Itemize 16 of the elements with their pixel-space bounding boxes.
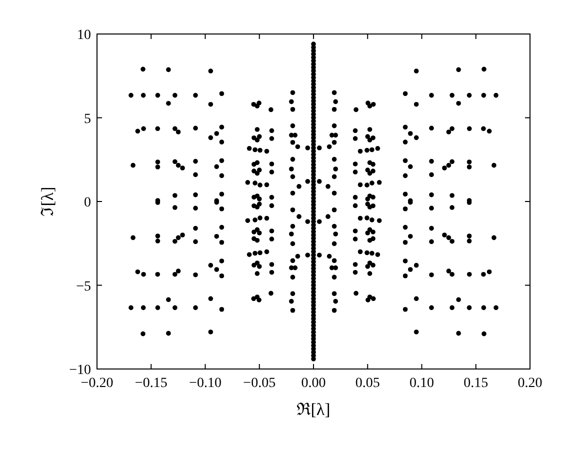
y-tick-label: 5 — [84, 112, 91, 127]
y-tick-label: 0 — [84, 196, 91, 210]
y-tick-label: −10 — [69, 363, 91, 378]
x-tick-label: 0.15 — [464, 376, 488, 391]
x-tick-label: −0.15 — [134, 376, 168, 391]
x-axis-title: ℜ[λ] — [296, 400, 330, 419]
y-axis-title: ℑ[λ] — [38, 186, 57, 216]
x-tick-label: −0.10 — [189, 376, 222, 391]
x-tick-label: 0.10 — [410, 376, 434, 391]
x-tick-label: 0.00 — [301, 376, 326, 391]
x-tick-label: 0.20 — [518, 376, 542, 391]
y-tick-label: 10 — [77, 28, 91, 43]
y-tick-label: −5 — [76, 279, 91, 294]
x-tick-label: −0.20 — [80, 376, 114, 391]
x-tick-label: −0.05 — [243, 376, 276, 391]
x-tick-label: 0.05 — [355, 376, 380, 391]
